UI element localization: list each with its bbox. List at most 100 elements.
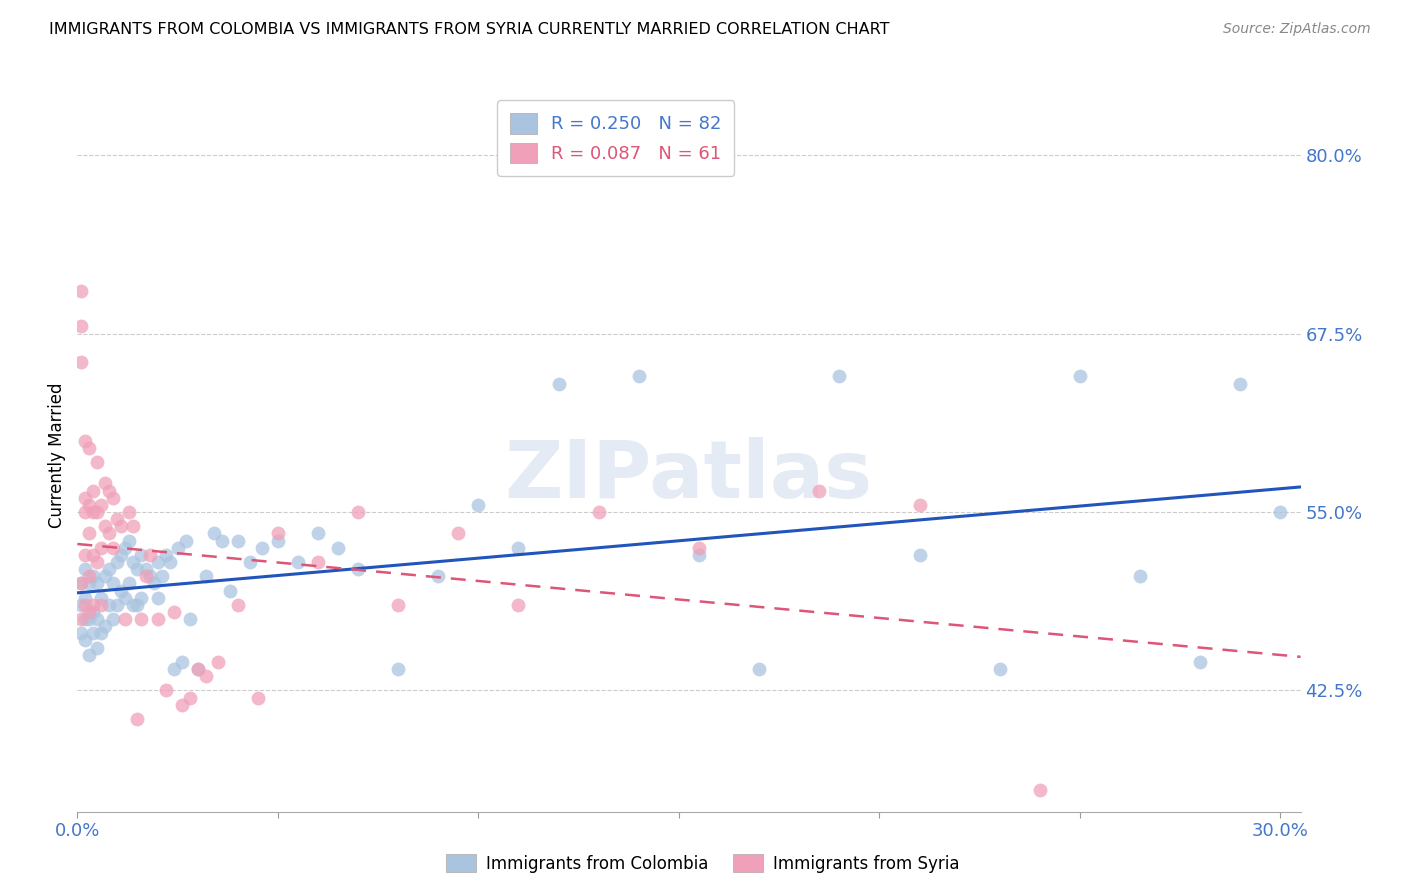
Point bbox=[131, 591, 153, 605]
Point bbox=[86, 555, 108, 569]
Point bbox=[107, 598, 129, 612]
Point bbox=[110, 583, 132, 598]
Point bbox=[170, 698, 193, 712]
Point bbox=[307, 526, 329, 541]
Point bbox=[1069, 369, 1091, 384]
Point bbox=[94, 476, 117, 491]
Point bbox=[79, 605, 101, 619]
Point bbox=[808, 483, 831, 498]
Point bbox=[226, 533, 249, 548]
Point bbox=[988, 662, 1011, 676]
Point bbox=[138, 569, 160, 583]
Point bbox=[155, 683, 177, 698]
Point bbox=[226, 598, 249, 612]
Point bbox=[588, 505, 610, 519]
Legend: Immigrants from Colombia, Immigrants from Syria: Immigrants from Colombia, Immigrants fro… bbox=[440, 847, 966, 880]
Point bbox=[103, 612, 125, 626]
Point bbox=[122, 598, 145, 612]
Point bbox=[75, 505, 97, 519]
Point bbox=[162, 605, 184, 619]
Point bbox=[187, 662, 209, 676]
Text: ZIPatlas: ZIPatlas bbox=[505, 437, 873, 516]
Point bbox=[250, 541, 273, 555]
Point bbox=[118, 505, 141, 519]
Point bbox=[82, 505, 104, 519]
Point bbox=[110, 519, 132, 533]
Point bbox=[1189, 655, 1212, 669]
Point bbox=[82, 598, 104, 612]
Point bbox=[103, 491, 125, 505]
Point bbox=[1270, 505, 1292, 519]
Point bbox=[307, 555, 329, 569]
Point bbox=[107, 512, 129, 526]
Point bbox=[179, 690, 201, 705]
Point bbox=[246, 690, 269, 705]
Point bbox=[94, 619, 117, 633]
Point bbox=[70, 576, 93, 591]
Point bbox=[207, 655, 229, 669]
Point bbox=[179, 612, 201, 626]
Point bbox=[82, 569, 104, 583]
Point bbox=[90, 598, 112, 612]
Point bbox=[146, 555, 169, 569]
Point bbox=[134, 562, 156, 576]
Point bbox=[98, 562, 121, 576]
Point bbox=[86, 640, 108, 655]
Point bbox=[86, 576, 108, 591]
Point bbox=[98, 483, 121, 498]
Point bbox=[194, 669, 217, 683]
Point bbox=[82, 626, 104, 640]
Point bbox=[131, 612, 153, 626]
Point bbox=[110, 548, 132, 562]
Point bbox=[86, 612, 108, 626]
Text: IMMIGRANTS FROM COLOMBIA VS IMMIGRANTS FROM SYRIA CURRENTLY MARRIED CORRELATION : IMMIGRANTS FROM COLOMBIA VS IMMIGRANTS F… bbox=[49, 22, 890, 37]
Point bbox=[187, 662, 209, 676]
Point bbox=[146, 591, 169, 605]
Point bbox=[908, 498, 931, 512]
Point bbox=[387, 598, 409, 612]
Point bbox=[70, 612, 93, 626]
Point bbox=[202, 526, 225, 541]
Point bbox=[828, 369, 851, 384]
Point bbox=[508, 541, 530, 555]
Point bbox=[70, 598, 93, 612]
Point bbox=[211, 533, 233, 548]
Point bbox=[118, 576, 141, 591]
Point bbox=[131, 548, 153, 562]
Point bbox=[79, 576, 101, 591]
Point bbox=[70, 576, 93, 591]
Point bbox=[79, 612, 101, 626]
Point bbox=[267, 533, 290, 548]
Point bbox=[75, 633, 97, 648]
Point bbox=[127, 598, 149, 612]
Point bbox=[239, 555, 262, 569]
Point bbox=[94, 519, 117, 533]
Point bbox=[114, 591, 136, 605]
Point bbox=[107, 555, 129, 569]
Point bbox=[287, 555, 309, 569]
Point bbox=[114, 541, 136, 555]
Point bbox=[688, 548, 710, 562]
Point bbox=[1129, 569, 1152, 583]
Point bbox=[79, 648, 101, 662]
Point bbox=[150, 569, 173, 583]
Point bbox=[79, 526, 101, 541]
Point bbox=[748, 662, 770, 676]
Point bbox=[90, 626, 112, 640]
Point bbox=[159, 555, 181, 569]
Point bbox=[103, 541, 125, 555]
Point bbox=[82, 483, 104, 498]
Point bbox=[75, 612, 97, 626]
Point bbox=[114, 612, 136, 626]
Point bbox=[142, 576, 165, 591]
Point bbox=[387, 662, 409, 676]
Point bbox=[547, 376, 569, 391]
Point bbox=[94, 569, 117, 583]
Point bbox=[70, 626, 93, 640]
Point bbox=[127, 562, 149, 576]
Point bbox=[138, 548, 160, 562]
Point bbox=[82, 605, 104, 619]
Point bbox=[146, 612, 169, 626]
Point bbox=[122, 555, 145, 569]
Point bbox=[98, 526, 121, 541]
